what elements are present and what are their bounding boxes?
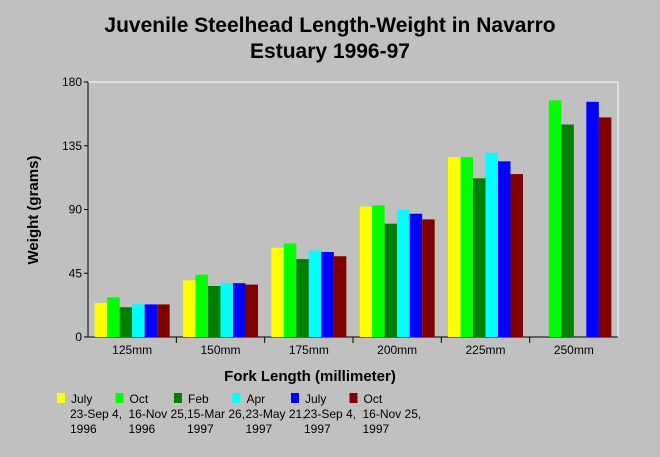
legend-label: Oct: [130, 392, 149, 406]
legend-swatch: [174, 393, 182, 403]
legend-label: Feb: [188, 392, 209, 406]
legend-label: 1997: [363, 422, 390, 436]
bar: [157, 304, 170, 337]
legend-label: 1997: [246, 422, 273, 436]
y-tick-label: 90: [69, 203, 83, 217]
chart-title-line-1: Juvenile Steelhead Length-Weight in Nava…: [104, 14, 555, 37]
bar: [119, 307, 133, 337]
x-axis-title: Fork Length (millimeter): [224, 368, 396, 385]
bar: [283, 243, 297, 337]
legend-label: 1996: [129, 422, 156, 436]
bar: [271, 247, 284, 337]
legend-label: 15-Mar 26,: [187, 407, 245, 421]
bar: [409, 213, 423, 337]
bar: [372, 205, 385, 337]
x-tick-label: 125mm: [112, 343, 152, 357]
y-tick-label: 0: [75, 330, 82, 344]
bar: [220, 283, 233, 337]
bar: [132, 304, 145, 337]
bar: [384, 223, 398, 337]
y-tick-label: 180: [62, 75, 82, 89]
bar: [473, 178, 486, 337]
legend-swatch: [349, 393, 358, 403]
bar: [460, 157, 473, 337]
legend-label: 23-May 21,: [246, 407, 306, 421]
bar: [208, 286, 221, 337]
legend-swatch: [291, 393, 299, 403]
chart-title-line-2: Estuary 1996-97: [250, 40, 410, 63]
bar: [586, 101, 599, 337]
bar: [94, 303, 108, 337]
legend-label: July: [71, 392, 92, 406]
bar: [183, 280, 196, 337]
y-tick-label: 45: [69, 266, 83, 280]
bar: [359, 206, 373, 337]
legend-label: July: [305, 392, 326, 406]
bar: [308, 250, 322, 337]
legend-swatch: [57, 393, 65, 403]
bar: [144, 304, 158, 337]
plot-area: 0 45 90 135 180 125mm 150mm 175mm 200mm 225mm 250m…: [62, 75, 619, 357]
bar: [245, 284, 258, 337]
y-tick-label: 135: [62, 139, 82, 153]
bar: [561, 124, 574, 337]
legend-label: 23-Sep 4,: [304, 407, 356, 421]
bar: [296, 259, 309, 337]
x-tick-label: 200mm: [377, 343, 417, 357]
bar: [321, 252, 334, 337]
x-tick-label: 150mm: [200, 343, 240, 357]
bar: [397, 209, 410, 337]
legend-swatch: [115, 393, 124, 403]
bar: [333, 256, 347, 337]
legend-label: 23-Sep 4,: [70, 407, 122, 421]
legend-label: 1997: [187, 422, 214, 436]
bar: [598, 117, 612, 338]
legend-swatch: [232, 393, 241, 403]
bar: [510, 174, 523, 337]
bar: [195, 274, 208, 337]
bar: [448, 157, 461, 337]
legend-label: 16-Nov 25,: [129, 407, 188, 421]
legend-label: Oct: [364, 392, 383, 406]
legend-label: 1996: [70, 422, 97, 436]
y-axis-title: Weight (grams): [25, 156, 42, 265]
bar: [233, 283, 246, 337]
bar: [498, 161, 511, 337]
legend-label: 1997: [304, 422, 331, 436]
legend-label: Apr: [247, 392, 266, 406]
bar: [107, 297, 120, 337]
bar: [548, 100, 562, 338]
x-tick-label: 250mm: [554, 343, 594, 357]
bar: [485, 152, 498, 337]
bar: [422, 219, 435, 337]
x-tick-label: 175mm: [289, 343, 329, 357]
legend-label: 16-Nov 25,: [363, 407, 422, 421]
x-tick-label: 225mm: [465, 343, 505, 357]
